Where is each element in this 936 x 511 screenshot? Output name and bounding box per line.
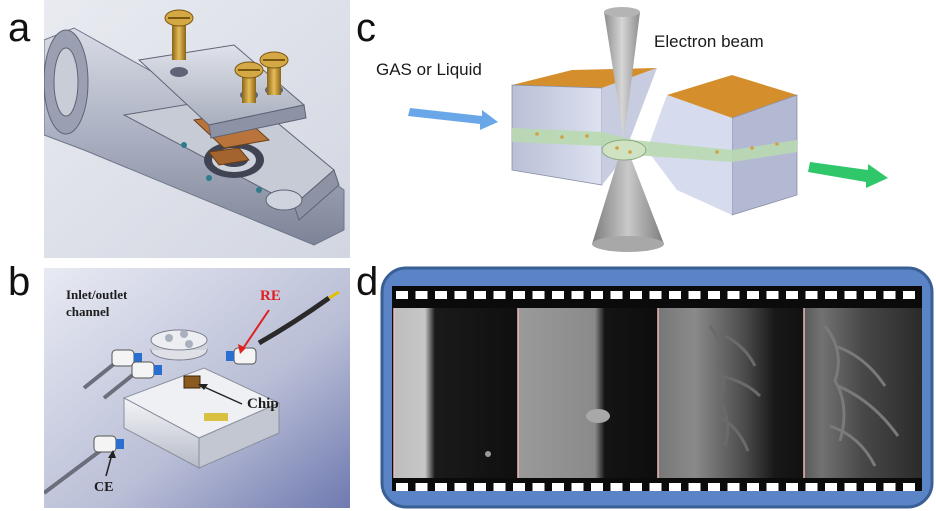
film-sprocket-hole: [864, 483, 876, 491]
film-sprocket-hole: [903, 291, 915, 299]
film-sprocket-hole: [532, 291, 545, 299]
electron-beam-label: Electron beam: [654, 32, 764, 51]
screw-icon: [164, 9, 194, 60]
film-sprocket-hole: [786, 291, 798, 299]
panel-b-cell-render: Inlet/outlet channel RE Chip CE: [44, 268, 350, 508]
film-sprocket-hole: [571, 291, 584, 299]
film-sprocket-hole: [669, 483, 681, 491]
film-sprocket-hole: [493, 291, 506, 299]
film-sprocket-hole: [591, 483, 603, 491]
film-sprocket-hole: [747, 291, 759, 299]
panel-letter-c: c: [356, 6, 376, 50]
panel-d-film-strip: [380, 266, 934, 509]
film-sprocket-hole: [610, 291, 623, 299]
film-sprocket-hole: [688, 483, 701, 491]
panel-letter-a: a: [8, 6, 31, 50]
film-sprocket-hole: [435, 291, 447, 299]
film-sprocket-hole: [571, 483, 584, 491]
film-sprocket-hole: [532, 483, 545, 491]
film-sprocket-hole: [805, 483, 818, 491]
film-sprocket-hole: [396, 291, 408, 299]
electrochemical-cell-drawing: [44, 268, 350, 508]
film-sprocket-hole: [825, 483, 837, 491]
film-sprocket-hole: [513, 291, 525, 299]
film-sprocket-hole: [415, 291, 428, 299]
film-sprocket-hole: [669, 291, 681, 299]
panel-c-schematic: Electron beam GAS or Liquid: [372, 0, 936, 258]
film-frame-1: [394, 308, 518, 478]
film-frame-3: [658, 308, 804, 478]
film-sprocket-hole: [883, 291, 896, 299]
film-sprocket-hole: [786, 483, 798, 491]
re-label: RE: [260, 288, 281, 304]
film-sprocket-hole: [513, 483, 525, 491]
film-sprocket-hole: [591, 291, 603, 299]
film-sprocket-hole: [493, 483, 506, 491]
film-sprocket-hole: [552, 291, 564, 299]
film-sprocket-hole: [708, 483, 720, 491]
connector-icon: [111, 349, 142, 367]
liquid-cell-schematic: [408, 7, 888, 252]
film-sprocket-hole: [825, 291, 837, 299]
outlet-arrow-icon: [808, 162, 888, 188]
panel-letter-d: d: [356, 260, 379, 304]
film-sprocket-hole: [844, 483, 857, 491]
film-sprocket-hole: [630, 291, 642, 299]
film-frame-4: [804, 308, 922, 478]
inlet-outlet-label: Inlet/outlet channel: [66, 287, 128, 319]
film-sprocket-hole: [805, 291, 818, 299]
film-sprocket-hole: [766, 483, 779, 491]
film-sprocket-hole: [454, 483, 467, 491]
ce-label: CE: [94, 480, 114, 495]
film-sprocket-hole: [415, 483, 428, 491]
film-sprocket-hole: [688, 291, 701, 299]
panel-letter-b: b: [8, 260, 31, 304]
film-sprocket-hole: [474, 291, 486, 299]
film-frame-2: [518, 308, 658, 478]
film-sprocket-hole: [844, 291, 857, 299]
film-sprocket-hole: [630, 483, 642, 491]
film-sprocket-hole: [474, 483, 486, 491]
film-sprocket-hole: [903, 483, 915, 491]
screw-icon: [234, 61, 264, 103]
gas-liquid-label: GAS or Liquid: [376, 60, 482, 79]
film-sprocket-hole: [649, 483, 662, 491]
film-sprocket-hole: [727, 291, 740, 299]
connector-icon: [131, 361, 162, 379]
chip-label: Chip: [247, 396, 279, 412]
film-sprocket-hole: [435, 483, 447, 491]
film-sprocket-hole: [766, 291, 779, 299]
film-sprocket-hole: [747, 483, 759, 491]
panel-a-holder-render: [44, 0, 350, 258]
film-sprocket-hole: [883, 483, 896, 491]
film-sprocket-hole: [610, 483, 623, 491]
holder-exploded-drawing: [44, 0, 350, 258]
inlet-arrow-icon: [408, 108, 498, 130]
film-sprocket-hole: [864, 291, 876, 299]
film-strip-frames: [380, 266, 934, 509]
film-sprocket-hole: [708, 291, 720, 299]
screw-icon: [259, 51, 289, 95]
film-sprocket-hole: [727, 483, 740, 491]
connector-icon: [93, 435, 124, 453]
film-sprocket-hole: [552, 483, 564, 491]
film-sprocket-hole: [649, 291, 662, 299]
film-sprocket-hole: [396, 483, 408, 491]
film-sprocket-hole: [454, 291, 467, 299]
